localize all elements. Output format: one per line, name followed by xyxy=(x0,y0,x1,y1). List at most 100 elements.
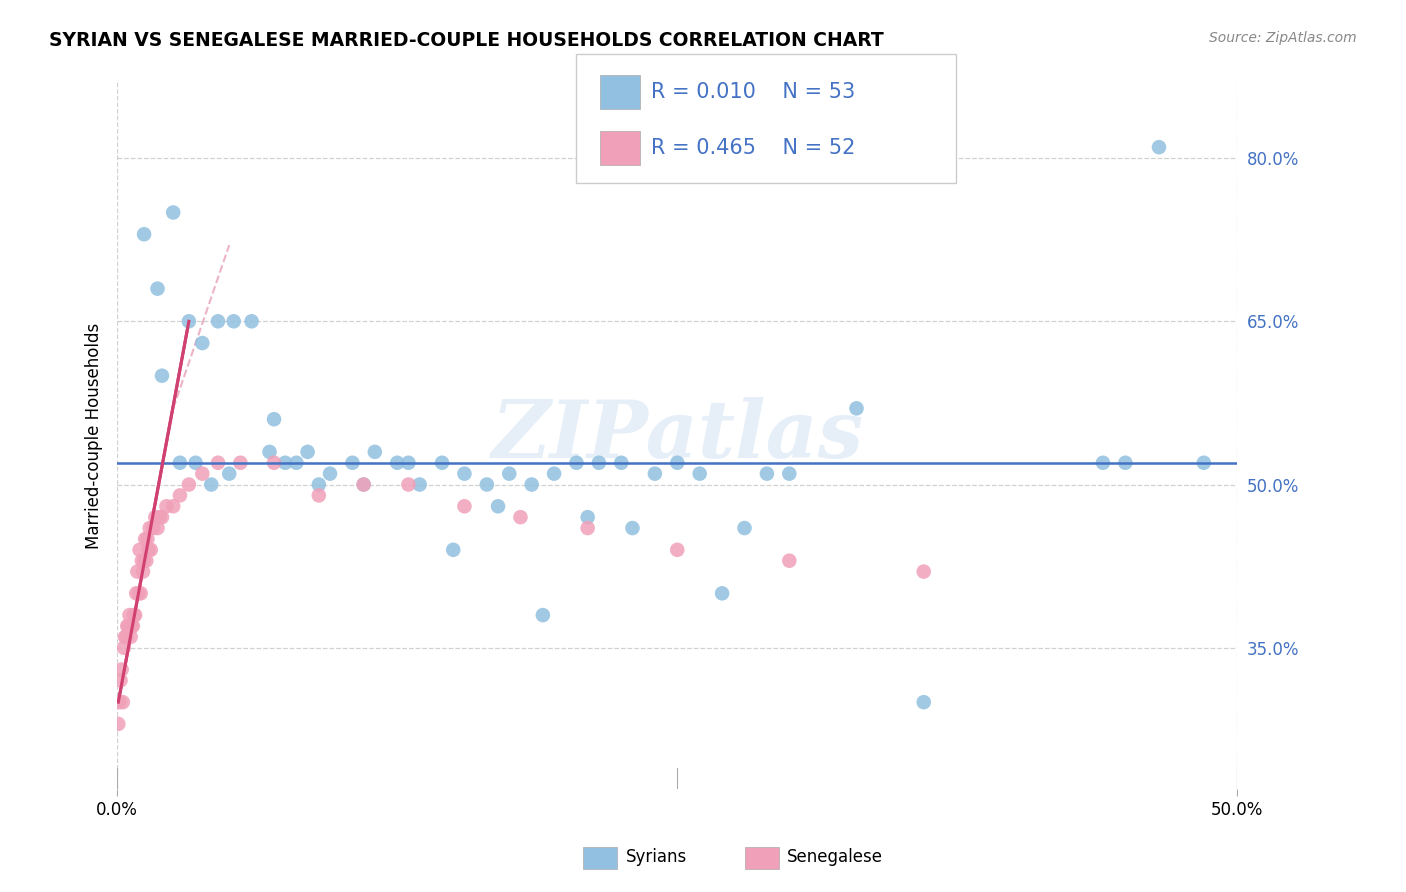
Point xyxy=(621,521,644,535)
Point xyxy=(117,619,139,633)
Point xyxy=(396,456,419,470)
Point xyxy=(143,510,166,524)
Point xyxy=(191,336,214,351)
Point xyxy=(155,500,177,514)
Point xyxy=(263,412,285,426)
Point xyxy=(149,510,172,524)
Point xyxy=(138,542,160,557)
Point xyxy=(342,456,364,470)
Point xyxy=(146,521,169,535)
Point xyxy=(200,477,222,491)
Point xyxy=(263,456,285,470)
Point xyxy=(430,456,453,470)
Point xyxy=(319,467,342,481)
Point xyxy=(453,467,475,481)
Point xyxy=(177,477,200,491)
Point xyxy=(666,542,689,557)
Point xyxy=(475,477,498,491)
Point xyxy=(111,695,134,709)
Text: R = 0.010    N = 53: R = 0.010 N = 53 xyxy=(651,82,855,102)
Point xyxy=(666,456,689,470)
Point xyxy=(387,456,409,470)
Point xyxy=(146,282,169,296)
Point xyxy=(509,510,531,524)
Point xyxy=(408,477,430,491)
Point xyxy=(122,619,145,633)
Point xyxy=(222,314,245,328)
Point xyxy=(531,608,554,623)
Point xyxy=(229,456,252,470)
Point xyxy=(139,542,162,557)
Point xyxy=(396,477,419,491)
Point xyxy=(150,368,173,383)
Point xyxy=(115,630,138,644)
Point xyxy=(218,467,240,481)
Point xyxy=(132,565,155,579)
Point xyxy=(207,456,229,470)
Point xyxy=(150,510,173,524)
Point xyxy=(128,542,150,557)
Point xyxy=(711,586,734,600)
Point xyxy=(486,500,509,514)
Point xyxy=(136,532,159,546)
Point xyxy=(689,467,711,481)
Point xyxy=(169,456,191,470)
Point xyxy=(734,521,756,535)
Point xyxy=(576,521,599,535)
Y-axis label: Married-couple Households: Married-couple Households xyxy=(86,322,103,549)
Point xyxy=(453,500,475,514)
Point xyxy=(138,521,160,535)
Text: Syrians: Syrians xyxy=(626,848,688,866)
Point xyxy=(124,608,146,623)
Point xyxy=(120,630,142,644)
Point xyxy=(132,554,155,568)
Point xyxy=(912,565,935,579)
Point xyxy=(135,554,157,568)
Point xyxy=(588,456,610,470)
Point xyxy=(177,314,200,328)
Text: ZIPatlas: ZIPatlas xyxy=(491,397,863,475)
Text: SYRIAN VS SENEGALESE MARRIED-COUPLE HOUSEHOLDS CORRELATION CHART: SYRIAN VS SENEGALESE MARRIED-COUPLE HOUS… xyxy=(49,31,884,50)
Point xyxy=(353,477,375,491)
Point xyxy=(118,608,141,623)
Point xyxy=(285,456,308,470)
Point xyxy=(127,565,149,579)
Point xyxy=(117,619,139,633)
Point xyxy=(1147,140,1170,154)
Point xyxy=(308,488,330,502)
Point xyxy=(131,554,153,568)
Point xyxy=(207,314,229,328)
Point xyxy=(110,673,132,688)
Point xyxy=(755,467,778,481)
Point xyxy=(240,314,263,328)
Point xyxy=(112,640,135,655)
Point xyxy=(274,456,297,470)
Point xyxy=(912,695,935,709)
Point xyxy=(1192,456,1215,470)
Point xyxy=(129,586,152,600)
Point xyxy=(364,445,387,459)
Text: Senegalese: Senegalese xyxy=(787,848,883,866)
Text: Source: ZipAtlas.com: Source: ZipAtlas.com xyxy=(1209,31,1357,45)
Point xyxy=(111,663,134,677)
Point xyxy=(107,717,129,731)
Point xyxy=(610,456,633,470)
Point xyxy=(162,500,184,514)
Point xyxy=(441,542,464,557)
Point xyxy=(162,205,184,219)
Point xyxy=(498,467,520,481)
Point xyxy=(845,401,868,416)
Point xyxy=(191,467,214,481)
Point xyxy=(134,532,156,546)
Point xyxy=(132,227,155,242)
Point xyxy=(169,488,191,502)
Point xyxy=(576,510,599,524)
Point xyxy=(778,554,800,568)
Point xyxy=(353,477,375,491)
Point xyxy=(520,477,543,491)
Point xyxy=(127,586,149,600)
Point xyxy=(778,467,800,481)
Point xyxy=(122,608,145,623)
Point xyxy=(121,619,143,633)
Point xyxy=(114,630,136,644)
